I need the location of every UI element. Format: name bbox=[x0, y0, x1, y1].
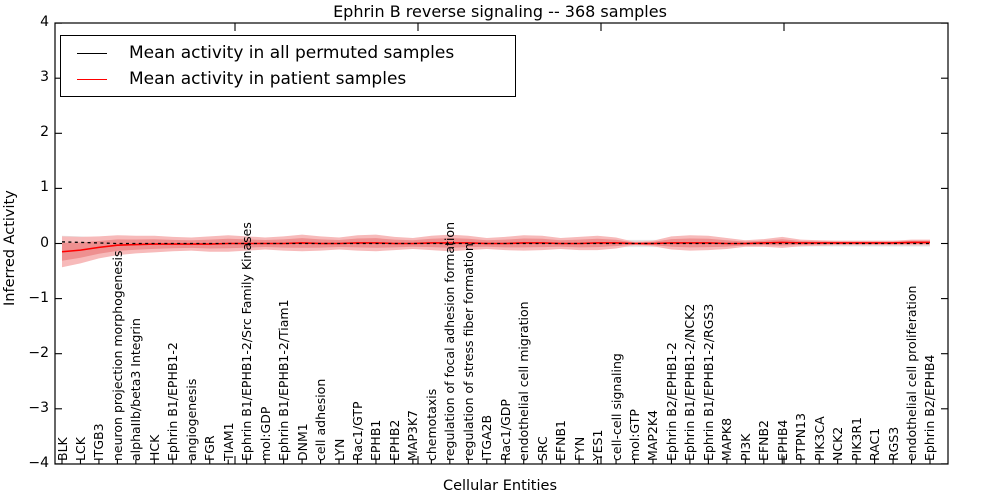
x-tick-label: MAPK8 bbox=[719, 417, 735, 461]
x-tick-label: EFNB1 bbox=[553, 420, 569, 461]
x-tick-label: PIK3CA bbox=[811, 416, 827, 461]
x-tick-label: FYN bbox=[571, 436, 587, 461]
band-std-of-activity-in-patient-samples bbox=[62, 234, 930, 268]
x-tick-label: EPHB4 bbox=[774, 419, 790, 461]
x-tick-label: chemotaxis bbox=[423, 388, 439, 461]
x-tick-label: endothelial cell proliferation bbox=[904, 285, 920, 461]
x-tick-label: RGS3 bbox=[885, 426, 901, 461]
x-tick-label: PIK3R1 bbox=[848, 416, 864, 461]
legend-item-permuted: Mean activity in all permuted samples bbox=[61, 41, 515, 65]
y-tick-label: −2 bbox=[28, 344, 49, 361]
x-tick-label: angiogenesis bbox=[183, 378, 199, 461]
y-tick-label: 1 bbox=[40, 179, 49, 196]
x-tick-label: Ephrin B1/EPHB1-2/NCK2 bbox=[682, 303, 698, 461]
x-tick-label: YES1 bbox=[590, 429, 606, 461]
x-tick-label: alphaIIb/beta3 Integrin bbox=[128, 318, 144, 461]
x-axis-label: Cellular Entities bbox=[442, 478, 558, 494]
x-tick-label: ITGA2B bbox=[479, 414, 495, 461]
x-tick-label: EPHB2 bbox=[386, 419, 402, 461]
x-tick-label: ITGB3 bbox=[91, 423, 107, 461]
legend-label-permuted: Mean activity in all permuted samples bbox=[129, 43, 455, 63]
x-tick-label: Ephrin B1/EPHB1-2/RGS3 bbox=[700, 303, 716, 461]
line-patient-mean bbox=[61, 241, 930, 253]
y-tick-label: −3 bbox=[28, 399, 49, 416]
x-tick-label: TIAM1 bbox=[220, 422, 236, 461]
x-tick-label: EFNB2 bbox=[756, 420, 772, 461]
x-tick-label: MAP3K7 bbox=[405, 410, 421, 461]
x-tick-label: NCK2 bbox=[830, 426, 846, 461]
legend-label-patient: Mean activity in patient samples bbox=[129, 69, 407, 89]
x-tick-label: Ephrin B2/EPHB4 bbox=[922, 354, 938, 461]
x-tick-label: BLK bbox=[54, 437, 70, 461]
legend-line-red bbox=[77, 78, 107, 80]
legend-item-patient: Mean activity in patient samples bbox=[61, 67, 515, 91]
y-tick-label: 2 bbox=[40, 124, 49, 141]
x-tick-label: RAC1 bbox=[867, 427, 883, 461]
x-tick-label: SRC bbox=[534, 436, 550, 461]
legend: Mean activity in all permuted samples Me… bbox=[60, 35, 516, 97]
y-tick-label: 3 bbox=[40, 69, 49, 86]
x-tick-label: Ephrin B1/EPHB1-2 bbox=[165, 342, 181, 461]
x-tick-label: mol:GTP bbox=[627, 409, 642, 461]
y-tick-label: −4 bbox=[28, 454, 49, 471]
x-tick-label: mol:GDP bbox=[257, 406, 273, 461]
x-tick-label: LYN bbox=[331, 438, 347, 461]
x-tick-label: regulation of stress fiber formation bbox=[460, 243, 476, 461]
x-tick-label: PTPN13 bbox=[793, 413, 809, 461]
x-tick-label: cell-cell signaling bbox=[608, 353, 624, 461]
x-tick-label: Rac1/GDP bbox=[497, 399, 513, 461]
x-tick-label: DNM1 bbox=[294, 423, 310, 461]
x-tick-label: PI3K bbox=[737, 433, 753, 461]
x-tick-label: LCK bbox=[72, 437, 88, 461]
x-tick-label: Ephrin B1/EPHB1-2/Tiam1 bbox=[276, 299, 292, 461]
y-tick-label: 4 bbox=[40, 14, 49, 31]
y-tick-label: −1 bbox=[28, 289, 49, 306]
x-tick-label: regulation of focal adhesion formation bbox=[442, 222, 458, 461]
x-tick-label: neuron projection morphogenesis bbox=[109, 250, 125, 461]
chart-title: Ephrin B reverse signaling -- 368 sample… bbox=[333, 2, 667, 21]
x-tick-label: cell adhesion bbox=[313, 378, 329, 461]
line-permuted-mean bbox=[61, 241, 930, 245]
y-tick-label: 0 bbox=[40, 234, 49, 251]
x-tick-label: HCK bbox=[146, 434, 162, 461]
x-tick-label: EPHB1 bbox=[368, 419, 384, 461]
x-tick-label: MAP2K4 bbox=[645, 410, 661, 461]
legend-line-black bbox=[77, 52, 107, 54]
x-tick-label: Ephrin B2/EPHB1-2 bbox=[663, 342, 679, 461]
x-tick-label: Ephrin B1/EPHB1-2/Src Family Kinases bbox=[239, 222, 255, 461]
x-tick-label: Rac1/GTP bbox=[349, 401, 365, 461]
x-tick-label: endothelial cell migration bbox=[516, 301, 532, 461]
x-tick-label: FGR bbox=[202, 435, 218, 461]
